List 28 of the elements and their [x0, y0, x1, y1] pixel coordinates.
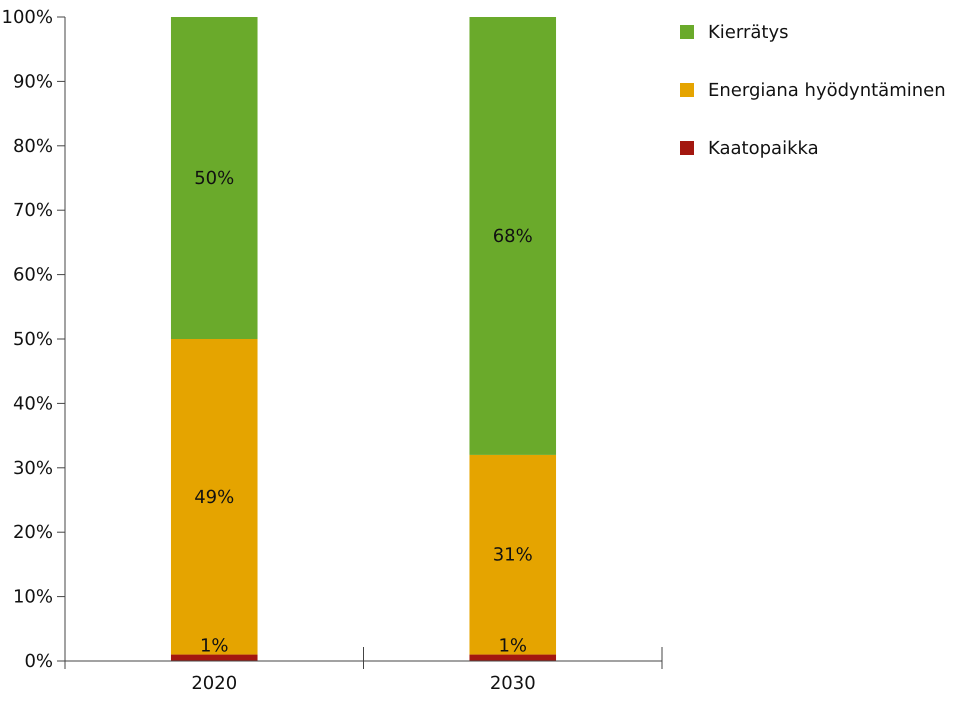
- y-tick-label: 0%: [24, 651, 53, 672]
- bar: [170, 339, 258, 655]
- bar: [469, 454, 556, 655]
- y-tick-label: 90%: [12, 71, 53, 92]
- bar: [469, 17, 556, 455]
- y-tick-label: 100%: [2, 7, 53, 28]
- y-tick-label: 70%: [12, 200, 53, 222]
- y-tick-label: 40%: [12, 393, 53, 414]
- data-label: 68%: [492, 226, 533, 247]
- x-tick-label: 2030: [490, 673, 536, 694]
- data-label: 1%: [498, 636, 528, 657]
- y-tick-label: 10%: [12, 586, 53, 608]
- y-tick-label: 60%: [12, 264, 53, 286]
- legend-label: Kierrätys: [708, 22, 788, 43]
- data-label: 1%: [200, 636, 229, 657]
- bar: [469, 654, 556, 661]
- y-tick-label: 20%: [12, 522, 53, 544]
- y-tick-label: 80%: [12, 136, 53, 157]
- data-label: 49%: [194, 486, 234, 508]
- y-tick-label: 50%: [12, 329, 53, 350]
- legend-label: Kaatopaikka: [708, 138, 819, 159]
- bar: [170, 654, 258, 661]
- y-tick-label: 30%: [12, 458, 53, 479]
- data-label: 31%: [492, 544, 533, 566]
- data-label: 50%: [194, 168, 234, 189]
- legend-label: Energiana hyödyntäminen: [708, 80, 946, 101]
- bar: [170, 17, 258, 339]
- x-tick-label: 2020: [191, 673, 238, 694]
